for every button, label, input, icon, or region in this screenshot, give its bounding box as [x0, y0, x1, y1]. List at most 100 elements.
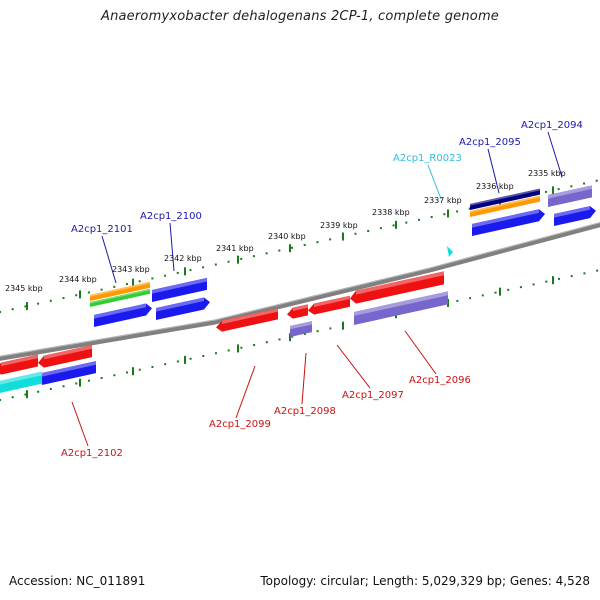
inner-ring-dot: [596, 269, 599, 272]
backbone-highlight: [0, 222, 600, 357]
inner-ring-dot: [507, 288, 510, 291]
inner-ring-dot: [558, 277, 561, 280]
gene-2102-blue: [42, 361, 96, 385]
genes-layer: [0, 185, 596, 393]
outer-ring-dot: [367, 229, 370, 232]
gene-2098-red: [287, 304, 308, 319]
genome-summary-text: Topology: circular; Length: 5,029,329 bp…: [260, 574, 590, 588]
rna-r0023-marker: [447, 246, 453, 257]
outer-ring-dot: [151, 277, 154, 280]
gene-2096-purple: [354, 291, 448, 325]
tick-label: 2339 kbp: [320, 221, 358, 230]
outer-ring-dot: [37, 302, 40, 305]
gene-2097-red: [308, 295, 350, 315]
outer-ring-dot: [265, 252, 268, 255]
gene-2101-green-highlight: [90, 288, 150, 304]
gene-2099-red: [216, 308, 278, 332]
leader-line: [547, 131, 563, 178]
gene-2102-blue-highlight: [42, 361, 96, 377]
gene-label: A2cp1_2096: [409, 375, 471, 386]
inner-ring-dot: [469, 297, 472, 300]
gene-2097-red-highlight: [314, 295, 350, 307]
outer-ring-dot: [595, 179, 598, 182]
leader-line: [71, 401, 89, 447]
backbone-layer: [0, 222, 600, 361]
inner-ring-dot: [291, 335, 294, 338]
inner-ring-dot: [214, 352, 217, 355]
inner-ring-dot: [545, 280, 548, 283]
gene-label: A2cp1_R0023: [393, 153, 462, 164]
gene-2101-orange: [90, 281, 150, 301]
outer-ring-dot: [125, 283, 128, 286]
inner-ring-dot: [519, 286, 522, 289]
inner-ring-dot: [532, 283, 535, 286]
gene-2102-red-highlight: [1, 354, 38, 367]
gene-2094-blue-body: [554, 206, 596, 226]
tick-label: 2336 kbp: [476, 182, 514, 191]
gene-2094-blue: [554, 206, 596, 226]
inner-ring-dot: [0, 399, 1, 401]
inner-ring-dot: [253, 343, 256, 346]
gene-2098-purple-highlight: [290, 321, 312, 330]
outer-ring-dot: [354, 232, 357, 235]
leader-line: [169, 222, 175, 272]
tick-label: 2337 kbp: [424, 196, 462, 205]
inner-ring-dot: [265, 341, 268, 344]
map-title: Anaeromyxobacter dehalogenans 2CP-1, com…: [100, 9, 500, 24]
labels-layer: 2345 kbp 2344 kbp 2343 kbp 2342 kbp 2341 kbp…: [5, 120, 583, 459]
gene-label: A2cp1_2097: [342, 390, 404, 401]
outer-ring-dot: [62, 297, 65, 300]
outer-ring-dot: [252, 255, 255, 258]
gene-2100-blue-b-highlight: [156, 297, 204, 312]
gene-2095-orange-highlight: [470, 195, 540, 213]
outer-ring-dot: [24, 305, 27, 308]
outer-ring-dot: [316, 241, 319, 244]
accession-text: Accession: NC_011891: [9, 574, 146, 588]
outer-ring-dot: [0, 311, 1, 313]
inner-ring-dot: [240, 346, 243, 349]
gene-2094-purple-highlight: [548, 185, 592, 199]
outer-ring-dot: [417, 218, 420, 221]
outer-ring-dot: [164, 274, 167, 277]
outer-ring-dot: [583, 182, 586, 185]
inner-ring-dot: [100, 376, 103, 379]
gene-2095-navy: [470, 188, 540, 210]
outer-ring-dot: [329, 238, 332, 241]
gene-2095-blue-highlight: [472, 209, 539, 228]
outer-ring-dot: [176, 271, 179, 274]
gene-2102-red-b-highlight: [44, 345, 92, 360]
gene-2101-orange-highlight: [90, 281, 150, 297]
leader-line: [404, 330, 437, 375]
gene-2100-blue-a: [152, 277, 207, 302]
gene-2095-blue-body: [472, 209, 545, 236]
tick-label: 2345 kbp: [5, 284, 43, 293]
inner-ring-dot: [189, 357, 192, 360]
gene-label: A2cp1_2094: [521, 120, 583, 131]
inner-ring-dot: [227, 349, 230, 352]
gene-2095-orange: [470, 195, 540, 217]
outer-ring-dot: [214, 263, 217, 266]
inner-ring-dot: [329, 327, 332, 330]
leader-line: [487, 148, 500, 194]
gene-2094-blue-highlight: [554, 206, 590, 218]
gene-2101-blue-highlight: [94, 303, 146, 319]
gene-2101-blue: [94, 303, 152, 327]
inner-ring-dot: [87, 379, 90, 382]
inner-ring-dot: [494, 291, 497, 294]
inner-ring-dot: [11, 396, 14, 399]
outer-ring-dot: [443, 213, 446, 216]
gene-2102-red-b: [38, 345, 92, 368]
gene-2095-navy-highlight: [470, 188, 540, 206]
gene-label: A2cp1_2100: [140, 211, 202, 222]
outer-ring-dot: [468, 207, 471, 210]
inner-ring-dot: [138, 368, 141, 371]
outer-ring-dot: [291, 246, 294, 249]
outer-ring-dot: [570, 185, 573, 188]
leader-line: [427, 164, 442, 200]
tick-layer: [0, 179, 599, 401]
inner-ring-dot: [62, 385, 65, 388]
inner-ring-dot: [24, 393, 27, 396]
tick-label: 2344 kbp: [59, 275, 97, 284]
outer-ring-dot: [430, 216, 433, 219]
